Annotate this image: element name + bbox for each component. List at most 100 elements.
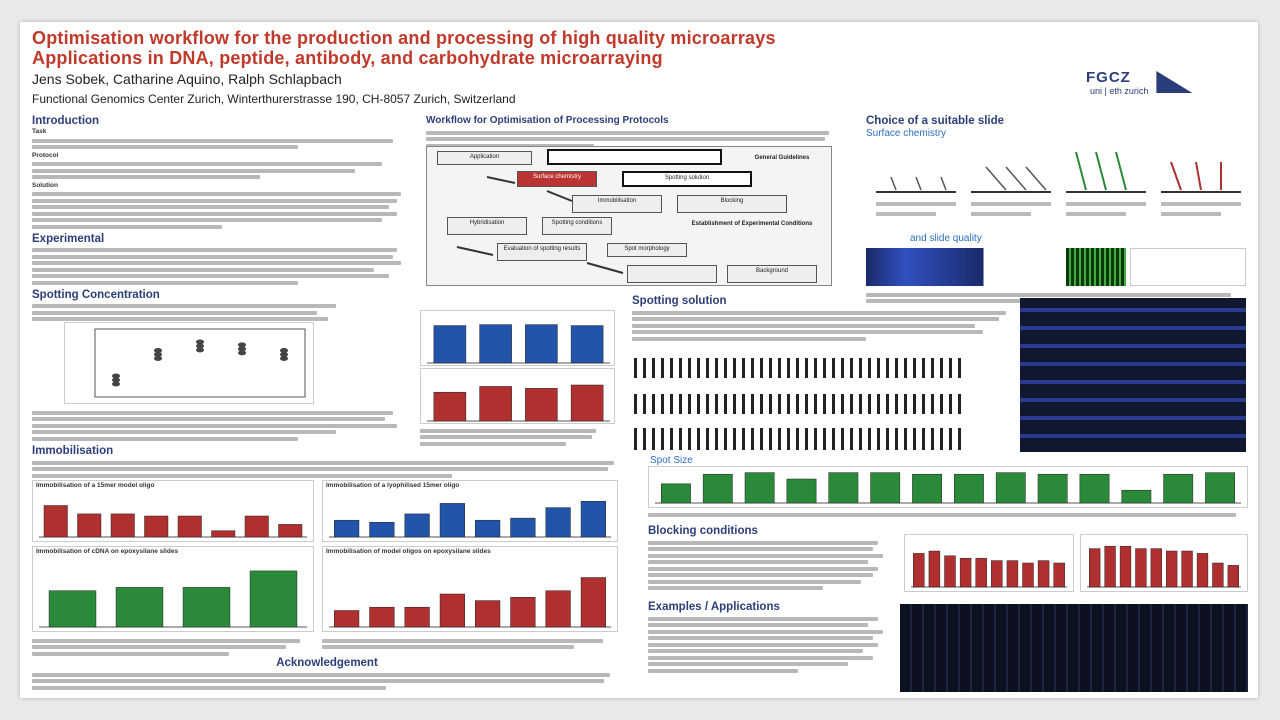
immob-lyophilised-bar-3 [404, 513, 430, 538]
wf-box-background-a [627, 265, 717, 283]
scatter-point-5-1 [280, 352, 288, 357]
poster-title-line2: Applications in DNA, peptide, antibody, … [32, 48, 663, 68]
wf-box-establishment: Establishment of Experimental Conditions [691, 221, 813, 227]
wf-box-guidelines: General Guidelines [754, 155, 810, 161]
scatter-point-2-3 [154, 356, 162, 361]
spot-size-bar-3 [744, 472, 775, 504]
blocking-1-bar-1 [913, 553, 925, 588]
wf-box-blocking: Blocking [677, 195, 787, 213]
surface-chemistry-diagram [876, 151, 1241, 216]
spot-size-bar-6 [870, 472, 901, 504]
scatter-point-2-2 [154, 348, 162, 353]
scatter-plot [94, 328, 306, 398]
slide-quality-profile [1130, 248, 1246, 286]
wf-box-spotting-solution: Spotting solution [622, 171, 752, 187]
intro-solution-label: Solution [32, 181, 58, 189]
spotting-solution-section: Spotting solution [632, 294, 1022, 343]
section-introduction: Introduction [32, 115, 100, 127]
spot-size-bar-10 [1037, 473, 1068, 504]
immob-lyophilised-bar-1 [334, 519, 360, 538]
affiliation: Functional Genomics Center Zurich, Winte… [32, 92, 516, 106]
red-small-bar-2 [479, 386, 512, 422]
immob-model-bar-8 [580, 577, 606, 628]
scatter-point-5-3 [280, 356, 288, 361]
spot-size-bar-8 [954, 473, 984, 504]
immob-lyophilised-bar-7 [545, 507, 571, 538]
blocking-1-bar-8 [1022, 562, 1034, 588]
wf-box-background: Background [727, 265, 817, 283]
spot-size-bar-2 [702, 473, 733, 504]
scatter-point-3-2 [196, 339, 204, 345]
section-choice-slide: Choice of a suitable slide [866, 115, 1005, 127]
spot-profile-3 [634, 428, 964, 450]
wf-box-immobilisation: Immobilisation [572, 195, 662, 213]
immob-15mer-bar-5 [177, 515, 202, 538]
examples-section: Examples / Applications [648, 600, 898, 675]
blocking-1-bar-7 [1006, 560, 1019, 588]
spotting-solution-scan [1020, 298, 1246, 452]
wf-box-hybridisation: Hybridisation [447, 217, 527, 235]
immob-lyophilised-bar-4 [439, 503, 465, 538]
workflow-section: Workflow for Optimisation of Processing … [426, 114, 846, 150]
immob-cdna-bar-1 [48, 590, 97, 628]
spot-size-chart [648, 466, 1248, 508]
bar-chart-red-small [420, 368, 615, 424]
section-workflow: Workflow for Optimisation of Processing … [426, 115, 669, 126]
blue-small-bar-3 [525, 324, 558, 364]
blocking-2-bar-2 [1104, 545, 1116, 588]
scatter-point-1-3 [112, 381, 120, 387]
blue-small-bar-1 [433, 325, 467, 364]
scatter-frame [94, 328, 306, 398]
immob-15mer-bar-6 [211, 530, 236, 538]
immob-model-bar-1 [334, 610, 360, 628]
section-slide-quality: and slide quality [910, 233, 982, 244]
slide-quality-scan-1 [866, 248, 1062, 286]
immob-chart-model-oligos-title: Immobilisation of model oligos on epoxys… [326, 548, 491, 555]
blocking-1-bar-9 [1037, 560, 1050, 588]
authors: Jens Sobek, Catharine Aquino, Ralph Schl… [32, 71, 342, 87]
spot-size-bar-5 [828, 472, 859, 504]
immob-15mer-bar-4 [144, 515, 169, 538]
wf-box-surface: Surface chemistry [517, 171, 597, 187]
immob-model-bar-5 [475, 600, 501, 628]
spot-size-bar-11 [1079, 473, 1110, 504]
section-acknowledgement: Acknowledgement [276, 657, 378, 669]
blocking-1-bar-6 [991, 560, 1003, 588]
section-spotting-concentration: Spotting Concentration [32, 288, 160, 301]
immob-chart-cdna: Immobilisation of cDNA on epoxysilane sl… [32, 546, 314, 632]
section-immobilisation: Immobilisation [32, 445, 114, 457]
scatter-point-1-2 [112, 373, 120, 379]
immob-chart-lyophilised: Immobilisation of a lyophilised 15mer ol… [322, 480, 618, 542]
slide-quality-scan-2 [1066, 248, 1126, 286]
red-small-bar-4 [570, 384, 604, 422]
red-small-bar-1 [433, 391, 467, 422]
blocking-2-bar-3 [1119, 545, 1132, 588]
examples-scan [900, 604, 1248, 692]
blocking-1-bar-2 [928, 550, 941, 588]
red-small-bar-3 [525, 388, 558, 422]
scatter-point-4-1 [238, 346, 246, 352]
logo-sub: uni | eth zurich [1090, 85, 1149, 96]
immob-chart-15mer-title: Immobilisation of a 15mer model oligo [36, 482, 155, 489]
immobilisation-section: Immobilisation [32, 444, 632, 480]
spotting-concentration-chart [64, 322, 314, 404]
immob-15mer-bar-3 [110, 513, 135, 538]
section-spot-size: Spot Size [650, 455, 693, 466]
spot-profile-1 [634, 358, 964, 378]
intro-protocol-label: Protocol [32, 151, 59, 159]
section-examples: Examples / Applications [648, 601, 780, 613]
wf-box-morphology: Spot morphology [607, 243, 687, 257]
blocking-1-bar-4 [959, 557, 972, 588]
wf-box-top [547, 149, 722, 165]
spot-size-bar-13 [1163, 473, 1194, 504]
logo-main: FGCZ [1086, 68, 1131, 86]
immob-chart-15mer: Immobilisation of a 15mer model oligo [32, 480, 314, 542]
immob-model-bar-4 [439, 593, 465, 628]
section-blocking: Blocking conditions [648, 525, 758, 537]
immob-cdna-bar-3 [182, 587, 231, 628]
immob-lyophilised-bar-6 [510, 517, 536, 538]
immob-model-bar-7 [545, 590, 571, 628]
section-surface-chemistry: Surface chemistry [866, 128, 947, 139]
blocking-2-bar-8 [1196, 553, 1209, 588]
intro-task-label: Task [32, 128, 47, 135]
